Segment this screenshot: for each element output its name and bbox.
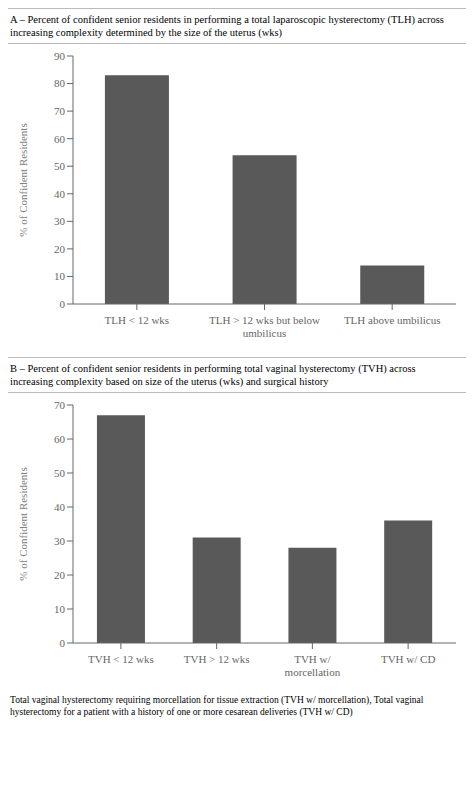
svg-text:70: 70 xyxy=(54,105,66,117)
svg-text:60: 60 xyxy=(54,133,66,145)
svg-text:10: 10 xyxy=(54,603,66,615)
svg-text:TLH above umbilicus: TLH above umbilicus xyxy=(344,314,441,326)
svg-text:30: 30 xyxy=(54,535,66,547)
html-text:A – Percent of confident senio: A – Percent of confident senior resident… xyxy=(10,14,444,38)
svg-text:90: 90 xyxy=(54,50,66,62)
svg-text:40: 40 xyxy=(54,501,66,513)
svg-text:60: 60 xyxy=(54,433,66,445)
svg-text:30: 30 xyxy=(54,215,66,227)
svg-text:TVH < 12 wks: TVH < 12 wks xyxy=(88,653,154,665)
svg-text:50: 50 xyxy=(54,160,66,172)
svg-text:% of Confident Residents: % of Confident Residents xyxy=(17,467,29,580)
svg-text:% of Confident Residents: % of Confident Residents xyxy=(17,123,29,236)
html-text:B – Percent of confident senio: B – Percent of confident senior resident… xyxy=(10,363,416,387)
svg-text:70: 70 xyxy=(54,399,66,411)
svg-text:TVH > 12 wks: TVH > 12 wks xyxy=(184,653,250,665)
svg-text:10: 10 xyxy=(54,270,66,282)
svg-text:TLH < 12 wks: TLH < 12 wks xyxy=(105,314,170,326)
svg-text:20: 20 xyxy=(54,569,66,581)
svg-text:0: 0 xyxy=(60,298,66,310)
svg-text:50: 50 xyxy=(54,467,66,479)
html-text:Total vaginal hysterectomy req: Total vaginal hysterectomy requiring mor… xyxy=(10,695,424,717)
svg-text:TLH > 12 wks but belowumbilicu: TLH > 12 wks but belowumbilicus xyxy=(209,314,320,339)
svg-text:20: 20 xyxy=(54,243,66,255)
svg-text:40: 40 xyxy=(54,188,66,200)
svg-text:TVH w/ CD: TVH w/ CD xyxy=(381,653,435,665)
svg-text:0: 0 xyxy=(60,637,66,649)
svg-text:TVH w/morcellation: TVH w/morcellation xyxy=(285,653,341,678)
svg-text:80: 80 xyxy=(54,77,66,89)
